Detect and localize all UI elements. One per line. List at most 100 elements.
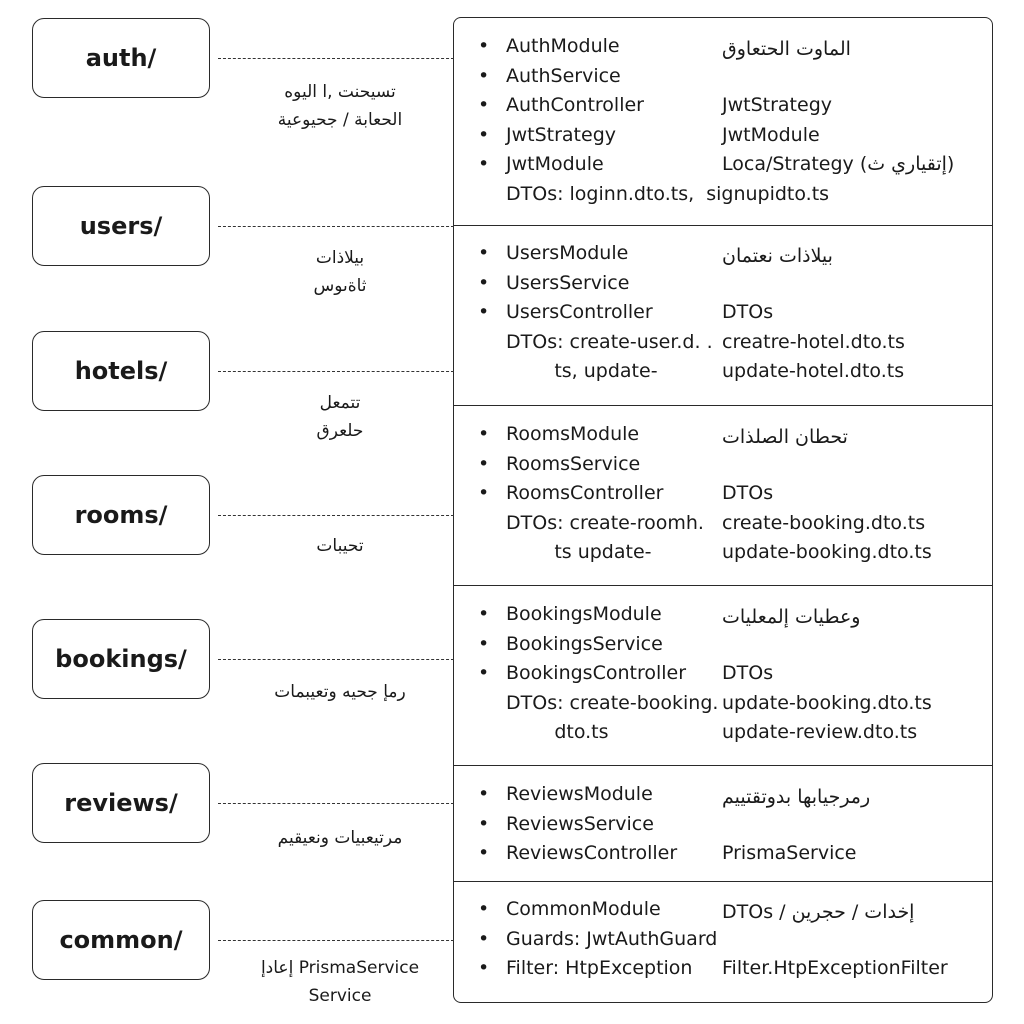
module-name: Filter: HtpException xyxy=(506,957,693,980)
module-list-item: • JwtStrategy xyxy=(478,122,616,148)
dashed-connector xyxy=(218,226,454,227)
dto-list-line: DTOs: create-roomh. xyxy=(506,511,704,534)
module-list-item: • ReviewsService xyxy=(478,811,654,837)
bullet-icon: • xyxy=(478,603,490,625)
section-note: DTOs / إخدات / حجرين xyxy=(722,901,915,923)
bullet-icon: • xyxy=(478,898,490,920)
bullet-icon: • xyxy=(478,812,490,835)
module-name: CommonModule xyxy=(506,898,661,920)
section-note: update-hotel.dto.ts xyxy=(722,360,905,383)
bullet-icon: • xyxy=(478,927,490,950)
section-note: DTOs xyxy=(722,482,774,505)
dashed-connector xyxy=(218,58,454,59)
module-list-item: • RoomsService xyxy=(478,451,640,477)
folder-box-hotels: hotels/ xyxy=(32,331,210,411)
module-name: UsersModule xyxy=(506,242,629,264)
dashed-connector xyxy=(218,803,454,804)
module-name: AuthService xyxy=(506,64,621,87)
module-list-item: • AuthController xyxy=(478,92,644,118)
folder-box-bookings: bookings/ xyxy=(32,619,210,699)
dashed-connector xyxy=(218,515,454,516)
module-name: UsersController xyxy=(506,301,653,324)
section-divider xyxy=(453,405,993,406)
module-name: RoomsModule xyxy=(506,423,640,445)
bullet-icon: • xyxy=(478,452,490,475)
section-divider xyxy=(453,585,993,586)
dto-list-line: ts, update- xyxy=(506,360,658,383)
module-name: JwtModule xyxy=(506,153,604,176)
module-list-item: • JwtModule xyxy=(478,151,604,177)
dashed-connector xyxy=(218,940,454,941)
folder-box-common: common/ xyxy=(32,900,210,980)
section-note: PrismaService xyxy=(722,842,857,865)
section-note: رمرجيابها بدوتقتييم xyxy=(722,786,871,808)
module-name: BookingsModule xyxy=(506,603,662,625)
module-name: ReviewsModule xyxy=(506,783,653,805)
module-list-item: • Filter: HtpException xyxy=(478,955,692,981)
folder-description: تحيبات xyxy=(316,536,364,556)
module-list-item: • UsersController xyxy=(478,299,653,325)
bullet-icon: • xyxy=(478,123,490,146)
section-note: creatre-hotel.dto.ts xyxy=(722,330,905,353)
module-name: ReviewsController xyxy=(506,842,678,865)
bullet-icon: • xyxy=(478,35,490,57)
bullet-icon: • xyxy=(478,153,490,176)
section-note: Loca/Strategy (إتقياري ث) xyxy=(722,153,955,176)
bullet-icon: • xyxy=(478,632,490,655)
bullet-icon: • xyxy=(478,783,490,805)
module-list-item: • RoomsController xyxy=(478,480,663,506)
module-list-item: • RoomsModule xyxy=(478,421,639,447)
section-note: DTOs xyxy=(722,662,774,685)
module-list-item: • AuthModule xyxy=(478,33,620,59)
folder-description: PrismaService إعادإ Service xyxy=(260,958,420,1006)
section-note: create-booking.dto.ts xyxy=(722,511,926,534)
section-note: update-booking.dto.ts xyxy=(722,691,932,714)
section-divider xyxy=(453,881,993,882)
bullet-icon: • xyxy=(478,662,490,685)
section-divider xyxy=(453,225,993,226)
section-divider xyxy=(453,765,993,766)
module-list-item: • CommonModule xyxy=(478,896,661,922)
module-list-item: • ReviewsController xyxy=(478,840,677,866)
folder-description: تسيحنت ,ا اليوه الحعابة / جحيوعية xyxy=(277,82,403,130)
folder-box-reviews: reviews/ xyxy=(32,763,210,843)
bullet-icon: • xyxy=(478,64,490,87)
section-note: الماوت الحتعاوق xyxy=(722,38,851,60)
dashed-connector xyxy=(218,659,454,660)
dto-list-line: ts update- xyxy=(506,541,652,564)
bullet-icon: • xyxy=(478,242,490,264)
bullet-icon: • xyxy=(478,957,490,980)
dto-list-line: DTOs: create-user.d. . xyxy=(506,330,713,353)
module-name: UsersService xyxy=(506,271,630,294)
module-name: BookingsController xyxy=(506,662,687,685)
module-name: JwtStrategy xyxy=(506,123,617,146)
dto-list-line: DTOs: create-booking. xyxy=(506,691,719,714)
folder-box-users: users/ xyxy=(32,186,210,266)
module-list-item: • AuthService xyxy=(478,63,621,89)
section-note: update-booking.dto.ts xyxy=(722,541,932,564)
module-name: RoomsService xyxy=(506,452,641,475)
section-note: DTOs xyxy=(722,301,774,324)
section-note: update-review.dto.ts xyxy=(722,721,918,744)
module-list-item: • UsersService xyxy=(478,270,629,296)
folder-description: تتمعل حلعرق xyxy=(316,393,364,441)
module-list-item: • ReviewsModule xyxy=(478,781,653,807)
module-name: AuthModule xyxy=(506,35,620,57)
right-panel xyxy=(453,17,993,1003)
folder-description: بيلاذات ثاةىوس xyxy=(313,248,367,296)
bullet-icon: • xyxy=(478,94,490,117)
folder-box-auth: auth/ xyxy=(32,18,210,98)
bullet-icon: • xyxy=(478,271,490,294)
module-list-item: • BookingsController xyxy=(478,660,686,686)
bullet-icon: • xyxy=(478,301,490,324)
module-list-item: • BookingsService xyxy=(478,631,663,657)
folder-description: مرتيعبيات ونعيقيم xyxy=(277,828,403,848)
module-name: Guards: JwtAuthGuard xyxy=(506,927,718,950)
module-name: AuthController xyxy=(506,94,644,117)
section-note: وعطيات إلمعليات xyxy=(722,606,861,628)
dashed-connector xyxy=(218,371,454,372)
section-note: بيلاذات نعتمان xyxy=(722,245,833,267)
module-name: RoomsController xyxy=(506,482,664,505)
section-note: JwtStrategy xyxy=(722,94,833,117)
